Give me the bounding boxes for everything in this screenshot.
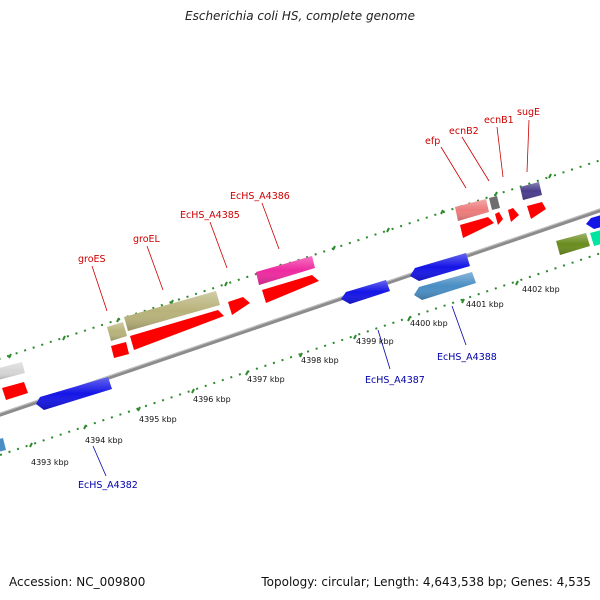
kbp-label: 4401 kbp (466, 300, 504, 309)
gene-feature[interactable] (410, 253, 470, 281)
gene-feature[interactable] (495, 212, 503, 225)
gene-label-forward[interactable]: groEL (133, 234, 161, 245)
reverse-label-leaders (92, 305, 467, 477)
kbp-label: 4399 kbp (356, 337, 394, 346)
gene-feature[interactable] (111, 342, 129, 358)
gene-feature[interactable] (586, 214, 600, 229)
kbp-label: 4398 kbp (301, 356, 339, 365)
forward-tick-track (0, 159, 600, 360)
kbp-label: 4395 kbp (139, 415, 177, 424)
gene-feature[interactable] (489, 196, 500, 210)
gene-label-forward[interactable]: ecnB2 (449, 126, 479, 137)
gene-feature[interactable] (590, 229, 600, 246)
gene-feature[interactable] (0, 438, 6, 452)
kbp-label: 4402 kbp (522, 285, 560, 294)
gene-feature[interactable] (508, 208, 519, 222)
gene-label-forward[interactable]: EcHS_A4385 (180, 210, 240, 221)
gene-label-reverse[interactable]: EcHS_A4382 (78, 480, 138, 491)
map-title: Escherichia coli HS, complete genome (185, 9, 415, 23)
gene-feature[interactable] (414, 272, 476, 300)
gene-feature[interactable] (256, 256, 315, 285)
gene-label-forward[interactable]: sugE (517, 107, 540, 118)
gene-feature[interactable] (130, 310, 224, 350)
gene-label-forward[interactable]: groES (78, 254, 106, 265)
gene-label-reverse[interactable]: EcHS_A4388 (437, 352, 497, 363)
genome-summary-text: Topology: circular; Length: 4,643,538 bp… (261, 575, 591, 589)
gene-feature[interactable] (124, 291, 220, 331)
accession-text: Accession: NC_009800 (9, 575, 146, 589)
gene-feature[interactable] (455, 199, 489, 221)
gene-feature[interactable] (262, 275, 319, 303)
kbp-label: 4394 kbp (85, 436, 123, 445)
gene-feature[interactable] (2, 382, 28, 400)
kbp-label: 4400 kbp (410, 319, 448, 328)
reverse-major-ticks (29, 280, 519, 448)
gene-label-forward[interactable]: ecnB1 (484, 115, 514, 126)
gene-feature[interactable] (0, 362, 25, 380)
gene-feature[interactable] (520, 182, 542, 200)
gene-label-forward[interactable]: EcHS_A4386 (230, 191, 290, 202)
gene-feature[interactable] (107, 322, 127, 341)
gene-feature[interactable] (228, 297, 250, 315)
forward-label-leaders (91, 119, 530, 312)
gene-label-forward[interactable]: efp (425, 136, 440, 147)
gene-feature[interactable] (527, 202, 546, 219)
kbp-label: 4393 kbp (31, 458, 69, 467)
gene-feature[interactable] (556, 233, 590, 255)
gene-label-reverse[interactable]: EcHS_A4387 (365, 375, 425, 386)
gene-feature[interactable] (36, 377, 112, 410)
kbp-label: 4396 kbp (193, 395, 231, 404)
forward-major-ticks (8, 173, 552, 359)
gene-feature[interactable] (341, 280, 390, 304)
gene-feature[interactable] (460, 217, 494, 238)
kbp-label: 4397 kbp (247, 375, 285, 384)
